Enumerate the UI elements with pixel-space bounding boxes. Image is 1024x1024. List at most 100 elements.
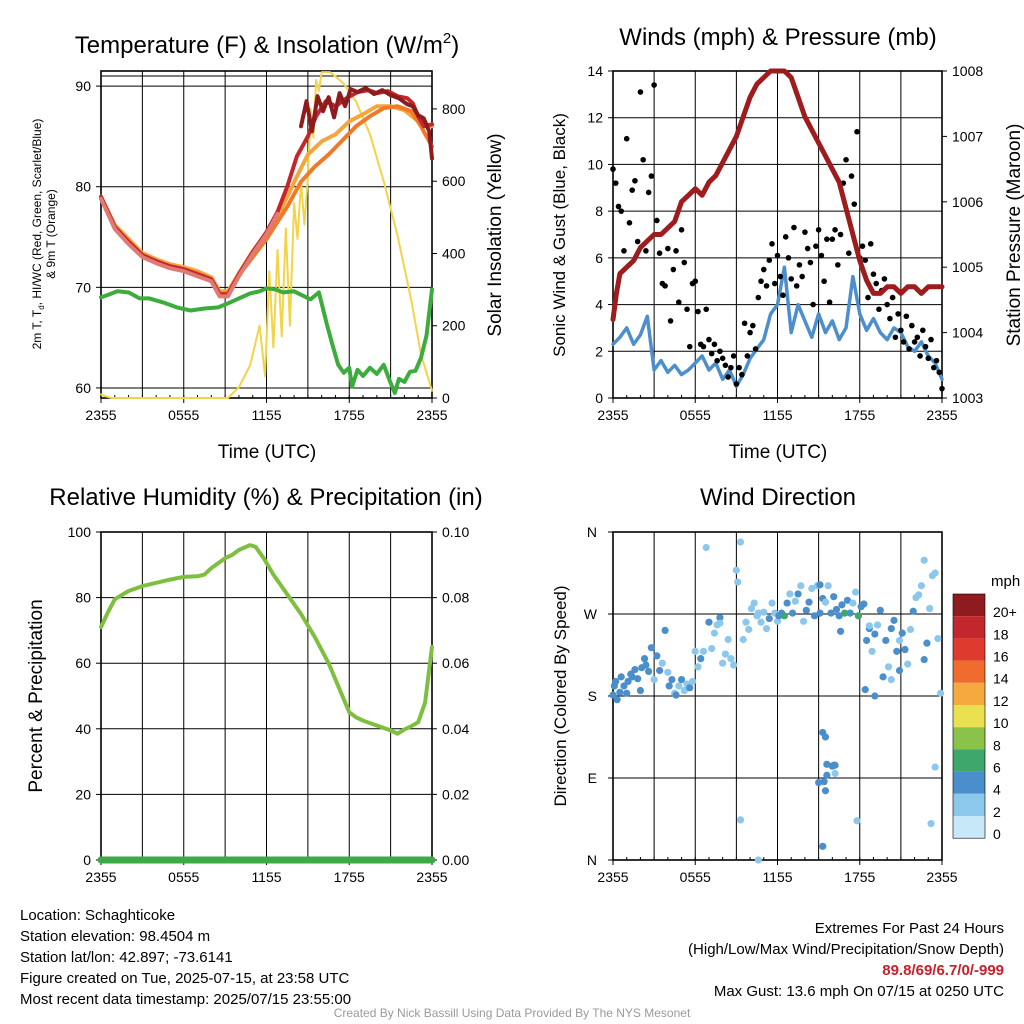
direction-point	[724, 635, 732, 644]
gust-point	[722, 362, 729, 369]
y2-tick-label: 200	[442, 318, 466, 334]
direction-point	[754, 856, 762, 864]
direction-point	[716, 614, 724, 622]
x-tick-label: 2355	[926, 869, 957, 885]
direction-point	[732, 566, 740, 574]
direction-point	[760, 608, 768, 616]
direction-point	[623, 689, 631, 697]
direction-point	[616, 688, 624, 696]
direction-point	[871, 692, 879, 700]
gust-point	[612, 180, 619, 186]
direction-point	[906, 625, 915, 634]
gust-point	[870, 271, 877, 278]
temperature-xlabel: Time (UTC)	[218, 442, 317, 463]
gust-point	[648, 173, 655, 179]
gust-point	[656, 250, 663, 256]
gust-point	[711, 341, 718, 348]
legend-swatch	[953, 816, 985, 839]
direction-point	[612, 677, 620, 686]
gust-point	[807, 259, 814, 266]
direction-point	[794, 590, 802, 598]
legend-label: 12	[993, 693, 1009, 709]
gust-point	[867, 241, 874, 247]
x-tick-label: 0555	[680, 869, 711, 885]
x-tick-label: 0555	[680, 407, 711, 423]
y2-tick-label: 400	[442, 245, 466, 261]
speed-legend: mph 0 2 4 6 8 10 12 14 16 18 20+	[952, 573, 1020, 842]
direction-point	[893, 647, 901, 655]
gust-point	[782, 234, 789, 240]
gust-point	[695, 308, 701, 315]
gust-point	[906, 346, 912, 352]
legend-swatch	[953, 749, 985, 772]
direction-point	[699, 647, 708, 655]
y-tick-label: 100	[68, 524, 92, 540]
direction-point	[865, 622, 873, 630]
temperature-title-text: Temperature (F) & Insolation (W/m	[75, 32, 443, 59]
humidity-ylabel: Percent & Precipitation	[26, 599, 47, 792]
gust-point	[725, 374, 731, 380]
direction-point	[931, 763, 939, 771]
winds-panel: Winds (mph) & Pressure (mb) 2355 0555 1155…	[550, 24, 1024, 463]
gust-point	[813, 243, 819, 249]
gust-point	[936, 369, 943, 376]
y-tick-label: 40	[75, 721, 91, 737]
gust-point	[728, 364, 734, 371]
y-tick-label: 20	[75, 786, 91, 802]
extremes-values: 89.8/69/6.7/0/-999	[882, 962, 1004, 979]
legend-label: 8	[993, 737, 1001, 753]
legend-label: 2	[993, 804, 1001, 820]
temperature-panel: Temperature (F) & Insolation (W/m2) 2355…	[30, 30, 506, 463]
gust-point	[804, 245, 811, 252]
gust-point	[703, 306, 710, 313]
station-latlon: Station lat/lon: 42.897; -73.6141	[20, 949, 233, 966]
direction-point	[923, 639, 931, 647]
direction-point	[786, 590, 794, 598]
direction-point	[680, 686, 688, 695]
gust-point	[667, 318, 674, 324]
gust-point	[851, 201, 858, 207]
gust-point	[771, 280, 778, 287]
gust-point	[739, 371, 745, 378]
gust-point	[796, 262, 803, 268]
gust-point	[785, 255, 792, 261]
y-tick-label: 0	[595, 390, 603, 406]
direction-point	[832, 605, 841, 614]
station-location: Location: Schaghticoke	[20, 907, 176, 924]
gust-point	[610, 166, 616, 172]
direction-point	[868, 647, 876, 655]
gust-point	[678, 227, 685, 233]
gust-point	[769, 241, 775, 247]
direction-point	[821, 733, 830, 741]
direction-point	[636, 686, 645, 695]
y2-tick-label: 0.08	[442, 590, 469, 606]
direction-point	[917, 582, 926, 590]
y2-tick-label: 1006	[952, 194, 983, 210]
gust-point	[733, 381, 740, 387]
x-tick-label: 2355	[85, 869, 116, 885]
y-tick-label: 8	[595, 203, 603, 219]
direction-point	[854, 612, 862, 620]
direction-point	[613, 696, 621, 704]
gust-point	[766, 257, 773, 263]
temperature-title-close: )	[451, 32, 459, 59]
gust-point	[843, 156, 849, 163]
direction-point	[937, 689, 945, 697]
direction-point	[836, 627, 845, 635]
temperature-ylabel-line-1: 2m T, Td, HI/WC (Red, Green, Scarlet/Blu…	[30, 119, 46, 350]
direction-point	[849, 599, 857, 607]
direction-point	[716, 619, 724, 627]
legend-label: 4	[993, 782, 1001, 798]
gust-point	[651, 82, 657, 88]
legend-label: 16	[993, 649, 1009, 665]
direction-point	[754, 609, 762, 617]
gust-point	[845, 250, 852, 256]
gust-point	[632, 177, 638, 184]
legend-label: 18	[993, 626, 1009, 642]
gust-point	[692, 278, 699, 285]
gust-point	[824, 236, 830, 242]
temperature-title-superscript: 2	[443, 30, 451, 47]
legend-label: 10	[993, 715, 1009, 731]
x-tick-label: 1155	[762, 869, 792, 885]
gust-point	[922, 343, 929, 350]
